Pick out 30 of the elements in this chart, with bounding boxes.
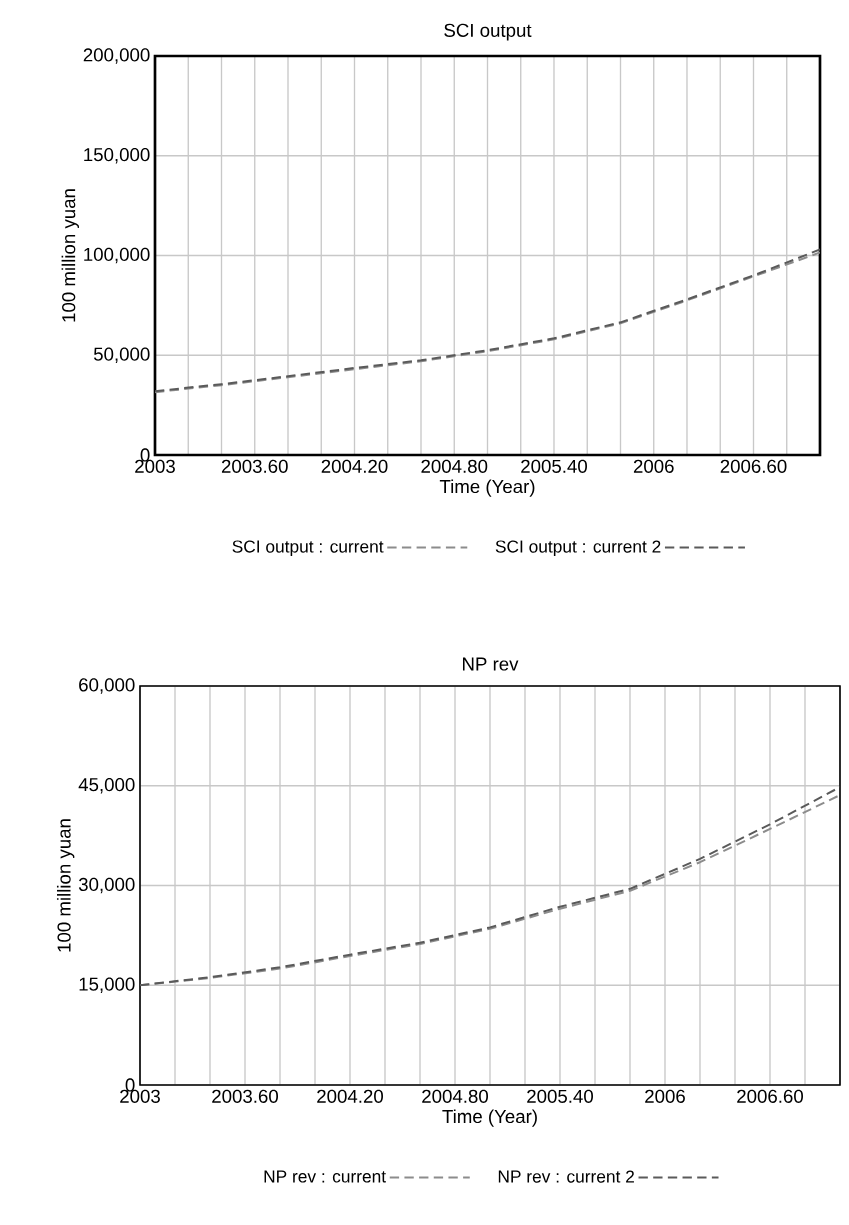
legend-label: NP rev : current <box>264 1170 386 1183</box>
y-tick-label: 60,000 <box>79 678 135 694</box>
legend-label: SCI output : current 2 <box>495 540 661 557</box>
x-axis-title: Time (Year) <box>439 479 535 497</box>
x-tick-label: 2006 <box>645 1089 685 1103</box>
y-tick-label: 100,000 <box>84 247 150 264</box>
y-axis-title: 100 million yuan <box>56 819 75 952</box>
y-tick-label: 15,000 <box>79 977 135 993</box>
y-tick-label: 30,000 <box>78 877 135 894</box>
chart-title: SCI output <box>444 23 532 41</box>
y-axis-title: 100 million yuan <box>61 189 79 322</box>
x-tick-label: 2003.60 <box>221 459 288 473</box>
x-tick-label: 2003.60 <box>212 1089 278 1103</box>
y-tick-label: 45,000 <box>78 778 135 794</box>
y-tick-label: 200,000 <box>83 48 150 64</box>
x-tick-label: 2005.40 <box>527 1089 593 1103</box>
x-tick-label: 2006.60 <box>737 1089 803 1103</box>
y-tick-label: 50,000 <box>93 347 150 363</box>
x-tick-label: 2004.20 <box>321 459 388 473</box>
x-tick-label: 2006 <box>633 459 674 473</box>
x-tick-label: 2006.60 <box>720 459 787 473</box>
x-tick-label: 2005.40 <box>521 459 587 473</box>
legend-label: SCI output : current <box>232 540 384 557</box>
x-tick-label: 2004.80 <box>422 1089 488 1103</box>
chart-title: NP rev <box>463 657 519 671</box>
x-axis-title: Time (Year) <box>442 1109 537 1127</box>
x-tick-label: 2004.80 <box>421 459 488 473</box>
legend-label: NP rev : current 2 <box>498 1170 634 1183</box>
x-tick-label: 2004.20 <box>317 1089 383 1103</box>
y-tick-label: 150,000 <box>84 148 150 164</box>
